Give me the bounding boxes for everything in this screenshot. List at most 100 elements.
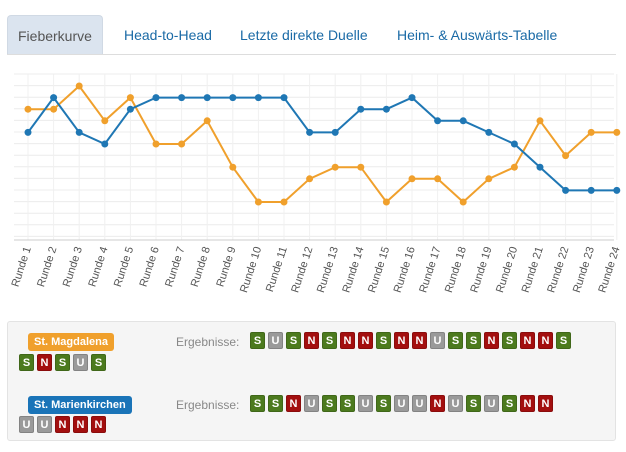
tab-bar: Fieberkurve Head-to-Head Letzte direkte …: [7, 15, 616, 55]
team-label-st-marienkirchen: St. Marienkirchen: [28, 396, 132, 414]
data-point: [485, 128, 493, 136]
data-point: [408, 175, 416, 183]
result-badge: U: [484, 395, 499, 412]
data-point: [152, 94, 160, 102]
result-badge: N: [304, 332, 319, 349]
x-tick-label: Runde 18: [443, 245, 469, 294]
data-point: [101, 140, 109, 148]
x-tick-label: Runde 19: [468, 245, 494, 294]
data-point: [562, 186, 570, 194]
x-tick-label: Runde 14: [340, 245, 366, 294]
result-badge: S: [322, 395, 337, 412]
data-point: [50, 94, 58, 102]
data-point: [510, 163, 518, 171]
x-tick-label: Runde 4: [86, 245, 110, 288]
data-point: [331, 163, 339, 171]
result-badge: U: [19, 416, 34, 433]
result-badge: S: [376, 395, 391, 412]
data-point: [229, 163, 237, 171]
data-point: [587, 186, 595, 194]
result-badge: N: [538, 395, 553, 412]
result-badge: N: [538, 332, 553, 349]
series-line-st-marienkirchen: [27, 95, 617, 192]
x-tick-label: Runde 10: [238, 245, 264, 294]
result-badge: N: [520, 332, 535, 349]
x-tick-label: Runde 22: [545, 245, 571, 294]
result-badge: S: [502, 332, 517, 349]
data-point: [152, 140, 160, 148]
result-badge: S: [268, 395, 283, 412]
x-tick-label: Runde 24: [596, 245, 622, 294]
x-tick-label: Runde 8: [189, 245, 213, 288]
data-point: [306, 175, 314, 183]
x-tick-label: Runde 21: [520, 245, 546, 294]
result-badge: S: [19, 354, 34, 371]
data-point: [280, 198, 288, 206]
result-badge: N: [520, 395, 535, 412]
result-badge: S: [466, 395, 481, 412]
result-badge: S: [91, 354, 106, 371]
result-badge: N: [340, 332, 355, 349]
result-badge: N: [73, 416, 88, 433]
data-point: [75, 128, 83, 136]
result-badge: N: [55, 416, 70, 433]
data-point: [613, 186, 621, 194]
ergebnisse-label: Ergebnisse:: [176, 398, 240, 412]
result-badge: U: [358, 395, 373, 412]
data-point: [254, 198, 262, 206]
result-badge: N: [412, 332, 427, 349]
tab-heim-auswaerts-tabelle[interactable]: Heim- & Auswärts-Tabelle: [397, 27, 558, 43]
result-badge: U: [268, 332, 283, 349]
result-badge: S: [448, 332, 463, 349]
result-badge: S: [466, 332, 481, 349]
result-badge: S: [55, 354, 70, 371]
fieberkurve-chart: Runde 1 Runde 2 Runde 3 Runde 4 Runde 5 Runde…: [10, 73, 623, 294]
tab-fieberkurve[interactable]: Fieberkurve: [7, 15, 103, 54]
data-point: [178, 94, 186, 102]
data-point: [510, 140, 518, 148]
result-badge: S: [502, 395, 517, 412]
data-point: [50, 105, 58, 113]
data-point: [382, 105, 390, 113]
data-point: [24, 105, 32, 113]
result-badge: U: [394, 395, 409, 412]
tab-head-to-head[interactable]: Head-to-Head: [124, 27, 212, 43]
team-label-st-magdalena: St. Magdalena: [28, 333, 114, 351]
data-point: [24, 128, 32, 136]
data-point: [382, 198, 390, 206]
data-point: [178, 140, 186, 148]
result-badge: S: [250, 332, 265, 349]
result-badge: N: [430, 395, 445, 412]
result-badge: N: [91, 416, 106, 433]
data-point: [280, 94, 288, 102]
result-badge: U: [37, 416, 52, 433]
x-tick-label: Runde 7: [163, 245, 187, 288]
data-point: [536, 163, 544, 171]
tab-letzte-direkte-duelle[interactable]: Letzte direkte Duelle: [240, 27, 368, 43]
result-badge: U: [73, 354, 88, 371]
data-point: [203, 117, 211, 125]
x-tick-label: Runde 12: [289, 245, 315, 294]
x-tick-label: Runde 6: [138, 245, 162, 288]
data-point: [101, 117, 109, 125]
result-badge: U: [430, 332, 445, 349]
data-point: [203, 94, 211, 102]
x-tick-label: Runde 15: [366, 245, 392, 294]
result-badge: S: [340, 395, 355, 412]
result-badge: U: [412, 395, 427, 412]
result-badge: U: [304, 395, 319, 412]
x-tick-label: Runde 16: [392, 245, 418, 294]
x-tick-label: Runde 9: [214, 245, 238, 288]
data-point: [536, 117, 544, 125]
data-point: [254, 94, 262, 102]
result-badge: S: [376, 332, 391, 349]
result-badge: N: [394, 332, 409, 349]
data-point: [459, 198, 467, 206]
data-point: [613, 128, 621, 136]
data-point: [75, 82, 83, 90]
result-badge: U: [448, 395, 463, 412]
